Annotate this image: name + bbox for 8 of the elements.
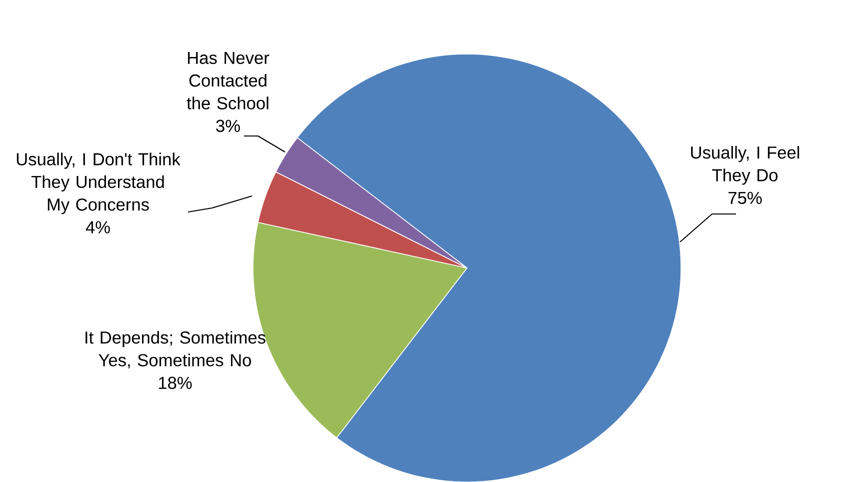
- slice-label: It Depends; Sometimes Yes, Sometimes No: [86, 330, 266, 368]
- data-label: 3%: [216, 120, 240, 132]
- data-label: 18%: [158, 376, 192, 390]
- data-label: 4%: [86, 221, 110, 234]
- slice-label: Usually, I Feel They Do: [691, 146, 800, 185]
- data-label: 75%: [728, 192, 762, 204]
- slice-label: Usually, I Don't Think They Understand My Concerns: [16, 152, 180, 214]
- slice-label: Has Never Contacted the School: [186, 52, 270, 110]
